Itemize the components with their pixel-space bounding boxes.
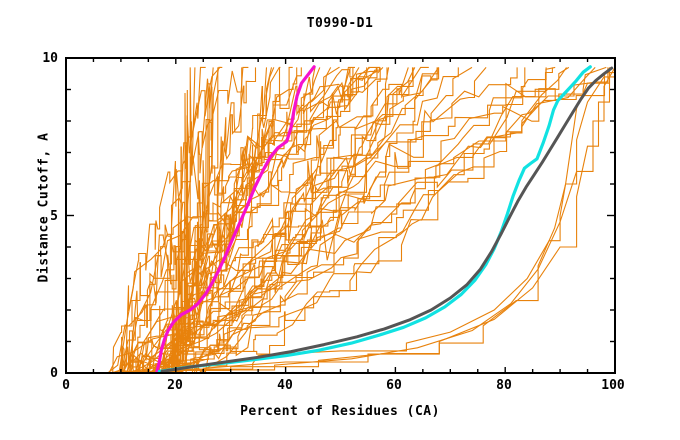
page-title: T0990-D1: [306, 16, 374, 31]
x-axis-label: Percent of Residues (CA): [240, 404, 440, 419]
highlight-magenta-curve: [155, 65, 316, 372]
background-model-curves: [108, 66, 614, 372]
x-tick-label-20: 20: [167, 378, 183, 393]
x-tick-label-100: 100: [601, 378, 625, 393]
y-tick-label-10: 10: [42, 51, 58, 66]
x-tick-label-0: 0: [62, 378, 70, 393]
x-tick-label-80: 80: [496, 378, 512, 393]
highlighted-model-curves: [155, 65, 614, 372]
y-tick-label-0: 0: [50, 366, 58, 381]
x-tick-label-40: 40: [277, 378, 293, 393]
highlight-gray-curve: [160, 66, 614, 372]
y-tick-label-5: 5: [50, 209, 58, 224]
plot-frame: [65, 57, 616, 374]
x-tick-label-60: 60: [386, 378, 402, 393]
y-axis-label: Distance Cutoff, A: [36, 132, 52, 283]
